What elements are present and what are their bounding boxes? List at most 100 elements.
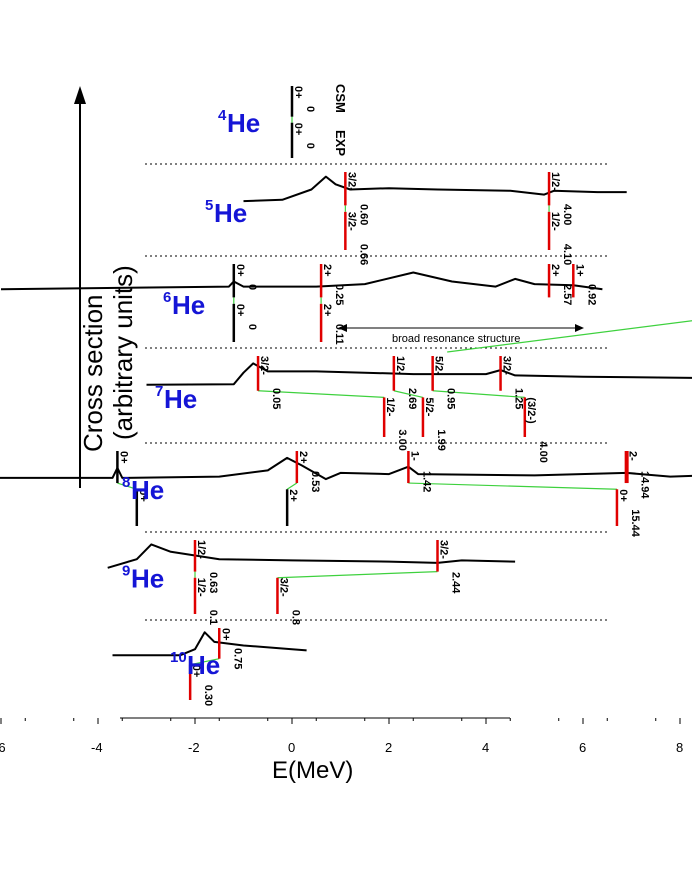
csm-level-energy: 2.57 — [561, 284, 573, 305]
csm-level-energy: 4.00 — [561, 204, 573, 225]
level-labels: 0+00+03/2-0.601/2-4.003/2-0.661/2-4.100+… — [117, 86, 651, 706]
csm-level-energy: 0.53 — [309, 471, 321, 492]
csm-level-label-group: 1+0.92 — [573, 264, 597, 305]
csm-level-energy: 0.75 — [231, 648, 243, 669]
exp-level-jp: 1/2- — [195, 578, 207, 597]
isotope-mass-10: 10 — [170, 649, 187, 666]
csm-level-jp: 3/2- — [258, 356, 270, 375]
csm-level-label-group: 1/2- 0.63 — [195, 540, 219, 593]
csm-level-jp: 3/2- — [501, 356, 513, 375]
level-connector-broad — [447, 320, 692, 353]
x-tick-label: -4 — [91, 740, 103, 755]
exp-level-energy: 1.99 — [435, 429, 447, 450]
csm-level-jp: 3/2- — [345, 172, 357, 191]
exp-level-label-group: 0+0.30 — [190, 665, 214, 706]
csm-level-label-group: 3/2- 0.05 — [258, 356, 282, 409]
csm-level-label-group: 0+ — [117, 451, 129, 464]
isotope-symbol-5He: He — [214, 198, 247, 228]
csm-level-energy: 0 — [246, 284, 258, 290]
csm-level-energy: 14.94 — [639, 471, 651, 499]
exp-level-label-group: 1/2- 0.1 — [195, 578, 219, 625]
exp-level-energy: 0.8 — [289, 610, 301, 625]
exp-level-label-group: 0+ — [137, 489, 149, 502]
x-ticks: -6 -4 -2 0 2 4 6 8 — [0, 718, 683, 755]
exp-level-jp: 2+ — [287, 489, 299, 502]
csm-level-label-group: 0+ 0 — [292, 86, 316, 112]
exp-level-energy: 0.30 — [202, 685, 214, 706]
level-connector — [286, 482, 298, 490]
csm-level-jp: 1/2- — [394, 356, 406, 375]
csm-level-label-group: 3/2- 2.44 — [438, 540, 462, 594]
level-markers — [116, 86, 629, 700]
csm-level-jp: 3/2- — [438, 540, 450, 559]
exp-level-jp: 0+ — [234, 304, 246, 317]
isotope-symbol-10He: He — [187, 650, 220, 680]
cross-section-curve-7He — [146, 362, 692, 386]
exp-level-jp: 5/2- — [423, 397, 435, 416]
isotope-symbol-4He: He — [227, 108, 260, 138]
csm-level-label-group: 2+0.53 — [297, 451, 321, 492]
csm-level-energy: 0.95 — [445, 388, 457, 409]
isotope-symbol-8He: He — [131, 475, 164, 505]
csm-level-jp: 2- — [627, 451, 639, 461]
exp-level-jp: 0+ — [617, 489, 629, 502]
csm-level-jp: 1/2- — [195, 540, 207, 559]
csm-column-header: CSM — [333, 84, 348, 113]
csm-level-jp: 1/2- — [549, 172, 561, 191]
level-connector — [190, 658, 220, 666]
cross-section-curve-6He — [0, 271, 603, 291]
level-connector — [117, 482, 137, 490]
exp-level-label-group: 0+15.44 — [617, 489, 641, 537]
csm-level-energy: 0.05 — [270, 388, 282, 409]
csm-level-label-group: 1/2- 4.00 — [549, 172, 573, 225]
isotope-symbol-6He: He — [172, 290, 205, 320]
broad-resonance-arrow — [338, 324, 584, 332]
level-connector — [393, 390, 424, 398]
exp-level-energy: 4.10 — [561, 244, 573, 265]
exp-level-energy: 4.00 — [537, 441, 549, 462]
x-tick-label: 2 — [385, 740, 392, 755]
exp-level-jp: 0+ — [190, 665, 202, 678]
exp-level-jp: 3/2- — [345, 212, 357, 231]
csm-level-label-group: 2+2.57 — [549, 264, 573, 305]
isotope-mass-8: 8 — [122, 474, 130, 491]
exp-level-jp: (3/2-) — [525, 397, 537, 424]
csm-level-jp: 0+ — [292, 86, 304, 99]
csm-level-energy: 0.25 — [333, 284, 345, 305]
x-tick-label: 0 — [288, 740, 295, 755]
isotope-mass-7: 7 — [155, 383, 163, 400]
exp-level-label-group: 0+ 0 — [292, 123, 316, 149]
y-axis-arrow — [74, 86, 86, 488]
csm-level-energy: 2.44 — [450, 572, 462, 594]
exp-level-energy: 0.66 — [357, 244, 369, 265]
separators — [145, 163, 610, 621]
csm-level-energy: 2.69 — [406, 388, 418, 409]
exp-level-label-group: 1/2- 3.00 — [384, 397, 408, 450]
csm-level-label-group: 0+ 0 — [234, 264, 258, 290]
csm-level-jp: 2+ — [321, 264, 333, 277]
x-tick-label: -2 — [188, 740, 200, 755]
y-axis-title-line2: (arbitrary units) — [108, 265, 138, 440]
csm-level-energy: 0.92 — [585, 284, 597, 305]
exp-level-label-group: 3/2- 0.66 — [345, 212, 369, 265]
csm-level-label-group: 1/2- 2.69 — [394, 356, 418, 409]
csm-level-energy: 0.63 — [207, 572, 219, 593]
exp-level-jp: 0+ — [137, 489, 149, 502]
isotope-mass-9: 9 — [122, 562, 130, 579]
csm-level-jp: 0+ — [234, 264, 246, 277]
exp-level-energy: 0.1 — [207, 610, 219, 625]
csm-level-label-group: 0+0.75 — [219, 628, 243, 669]
csm-level-jp: 2+ — [549, 264, 561, 277]
exp-level-energy: 15.44 — [629, 509, 641, 537]
exp-level-energy: 0 — [246, 324, 258, 330]
csm-level-label-group: 3/2- 1.25 — [501, 356, 525, 409]
exp-level-jp: 3/2- — [277, 578, 289, 597]
csm-level-energy: 0.60 — [357, 204, 369, 225]
x-tick-label: 8 — [676, 740, 683, 755]
x-axis-title: E(MeV) — [272, 757, 353, 784]
level-connector — [277, 571, 438, 579]
csm-level-jp: 1+ — [573, 264, 585, 277]
x-tick-label: -6 — [0, 740, 6, 755]
csm-level-label-group: 5/2- 0.95 — [433, 356, 457, 409]
isotope-symbol-7He: He — [164, 384, 197, 414]
